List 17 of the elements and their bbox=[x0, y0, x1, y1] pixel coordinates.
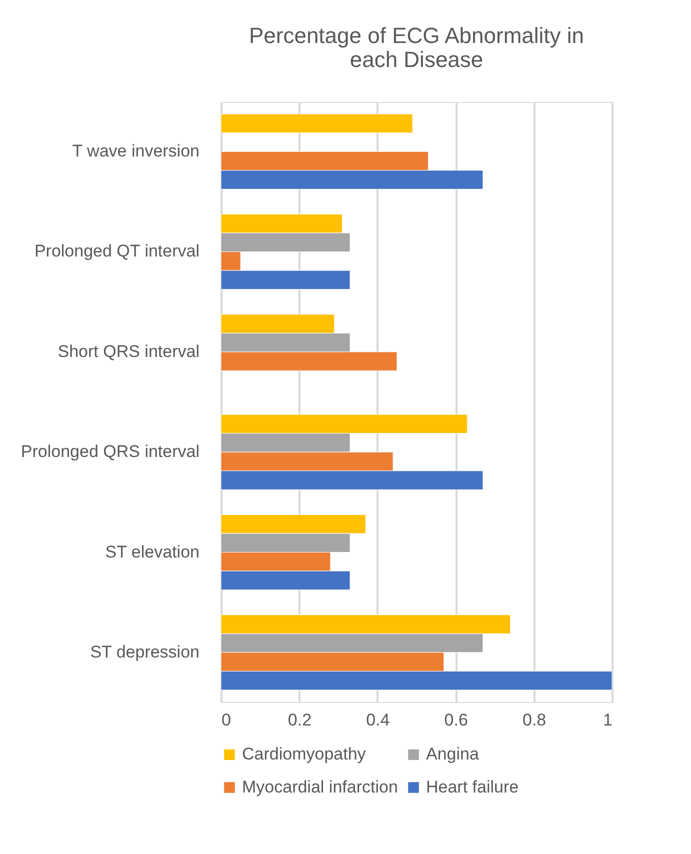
legend-label: Angina bbox=[426, 744, 480, 764]
legend-label: Myocardial infarction bbox=[242, 778, 398, 796]
x-tick-label: 0.2 bbox=[288, 710, 312, 730]
y-tick-label: Prolonged QT interval bbox=[34, 242, 200, 261]
y-tick-label: T wave inversion bbox=[72, 142, 200, 161]
x-tick-label: 1 bbox=[603, 710, 612, 730]
legend-label: Cardiomyopathy bbox=[242, 744, 366, 764]
legend-label: Heart failure bbox=[426, 778, 519, 796]
chart-title: Percentage of ECG Abnormality in each Disease bbox=[248, 23, 584, 72]
y-tick-label: Prolonged QRS interval bbox=[20, 442, 200, 462]
x-tick-label: 0.6 bbox=[444, 710, 468, 730]
x-tick-label: 0.4 bbox=[366, 710, 390, 730]
x-tick-label: 0.8 bbox=[522, 710, 546, 730]
x-tick-label: 0 bbox=[222, 710, 231, 730]
y-tick-label: Short QRS interval bbox=[58, 342, 200, 361]
y-tick-label: ST depression bbox=[90, 642, 200, 662]
y-tick-label: ST elevation bbox=[105, 542, 200, 562]
